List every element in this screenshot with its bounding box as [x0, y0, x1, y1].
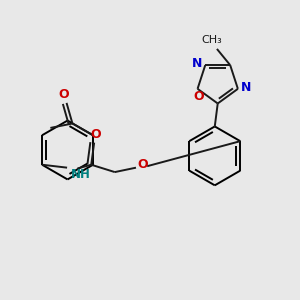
- Text: O: O: [58, 88, 69, 101]
- Text: O: O: [194, 90, 204, 103]
- Text: N: N: [241, 81, 251, 94]
- Text: NH: NH: [70, 168, 91, 181]
- Text: CH₃: CH₃: [201, 34, 222, 44]
- Text: O: O: [90, 128, 101, 141]
- Text: O: O: [137, 158, 148, 171]
- Text: N: N: [192, 57, 202, 70]
